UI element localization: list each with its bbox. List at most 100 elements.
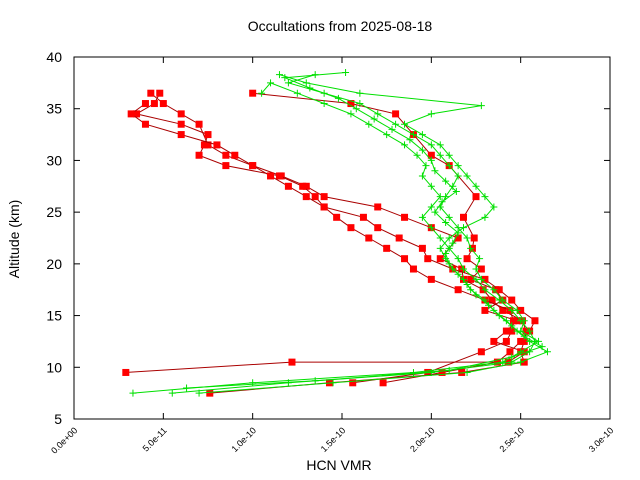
data-point-plus bbox=[526, 327, 534, 335]
data-point-square bbox=[513, 317, 521, 325]
x-axis-label: HCN VMR bbox=[306, 457, 371, 473]
y-tick-label: 40 bbox=[46, 49, 62, 65]
data-point-plus bbox=[249, 379, 257, 387]
data-point-plus bbox=[454, 229, 462, 237]
data-point-plus bbox=[129, 389, 137, 397]
x-tick-label: 2.0e-10 bbox=[408, 425, 437, 454]
data-point-plus bbox=[477, 102, 485, 110]
data-point-plus bbox=[442, 250, 450, 258]
data-point-plus bbox=[472, 265, 480, 273]
data-point-plus bbox=[472, 275, 480, 283]
data-point-plus bbox=[406, 136, 414, 144]
data-point-square bbox=[493, 358, 501, 366]
data-point-plus bbox=[427, 156, 435, 164]
x-tick-label: 5.0e-11 bbox=[141, 425, 169, 453]
data-point-plus bbox=[438, 198, 446, 206]
data-point-plus bbox=[445, 366, 453, 374]
data-point-square bbox=[204, 141, 212, 149]
data-point-square bbox=[141, 100, 149, 108]
data-point-plus bbox=[427, 110, 435, 118]
data-point-plus bbox=[418, 146, 426, 154]
data-point-square bbox=[374, 203, 382, 211]
data-point-square bbox=[517, 306, 525, 314]
data-point-square bbox=[418, 244, 426, 252]
data-point-square bbox=[133, 110, 141, 118]
data-point-square bbox=[459, 213, 467, 221]
data-point-plus bbox=[517, 317, 525, 325]
data-point-square bbox=[495, 286, 503, 294]
data-point-plus bbox=[463, 368, 471, 376]
data-point-plus bbox=[459, 224, 467, 232]
y-tick-label: 10 bbox=[46, 359, 62, 375]
data-point-plus bbox=[356, 100, 364, 108]
data-point-square bbox=[463, 255, 471, 263]
data-point-square bbox=[347, 100, 355, 108]
data-point-square bbox=[436, 255, 444, 263]
data-point-square bbox=[206, 389, 214, 397]
data-point-square bbox=[302, 193, 310, 201]
data-point-plus bbox=[436, 234, 444, 242]
data-point-square bbox=[499, 306, 507, 314]
data-point-plus bbox=[195, 389, 203, 397]
data-point-square bbox=[383, 244, 391, 252]
data-point-square bbox=[349, 379, 357, 387]
data-point-square bbox=[159, 100, 167, 108]
data-point-plus bbox=[401, 120, 409, 128]
y-tick-label: 5 bbox=[54, 411, 62, 427]
data-point-plus bbox=[352, 105, 360, 113]
data-point-plus bbox=[502, 317, 510, 325]
x-tick-label: 3.0e-10 bbox=[587, 425, 616, 454]
data-point-plus bbox=[401, 141, 409, 149]
data-point-square bbox=[477, 265, 485, 273]
data-point-plus bbox=[267, 79, 275, 87]
data-point-square bbox=[222, 151, 230, 159]
data-point-square bbox=[299, 182, 307, 190]
series-line bbox=[186, 72, 544, 389]
data-point-plus bbox=[517, 358, 525, 366]
data-point-plus bbox=[442, 218, 450, 226]
data-point-plus bbox=[418, 213, 426, 221]
data-point-plus bbox=[495, 312, 503, 320]
data-point-square bbox=[438, 368, 446, 376]
y-tick-label: 30 bbox=[46, 152, 62, 168]
data-point-plus bbox=[463, 281, 471, 289]
data-point-square bbox=[177, 110, 185, 118]
data-point-square bbox=[127, 110, 135, 118]
data-point-plus bbox=[365, 120, 373, 128]
data-point-plus bbox=[481, 286, 489, 294]
data-point-plus bbox=[418, 131, 426, 139]
data-point-square bbox=[177, 131, 185, 139]
data-point-plus bbox=[485, 301, 493, 309]
data-point-square bbox=[481, 275, 489, 283]
data-point-plus bbox=[454, 172, 462, 180]
data-point-square bbox=[520, 348, 528, 356]
data-point-plus bbox=[311, 377, 319, 385]
data-point-plus bbox=[436, 193, 444, 201]
data-point-plus bbox=[508, 322, 516, 330]
data-point-plus bbox=[490, 203, 498, 211]
data-point-square bbox=[320, 193, 328, 201]
data-point-plus bbox=[459, 265, 467, 273]
data-point-plus bbox=[370, 115, 378, 123]
data-point-plus bbox=[543, 348, 551, 356]
data-point-plus bbox=[168, 389, 176, 397]
data-point-plus bbox=[388, 125, 396, 133]
data-point-square bbox=[231, 151, 239, 159]
data-point-plus bbox=[422, 162, 430, 170]
y-tick-label: 35 bbox=[46, 101, 62, 117]
data-point-plus bbox=[392, 120, 400, 128]
data-point-plus bbox=[293, 89, 301, 97]
data-point-square bbox=[195, 120, 203, 128]
data-point-square bbox=[508, 296, 516, 304]
data-point-plus bbox=[302, 79, 310, 87]
data-point-square bbox=[122, 368, 130, 376]
data-point-plus bbox=[427, 203, 435, 211]
data-point-square bbox=[379, 379, 387, 387]
data-point-square bbox=[472, 193, 480, 201]
data-point-plus bbox=[481, 213, 489, 221]
data-point-plus bbox=[452, 187, 460, 195]
data-point-plus bbox=[472, 182, 480, 190]
chart-title: Occultations from 2025-08-18 bbox=[248, 18, 433, 34]
x-tick-label: 0.0e+00 bbox=[49, 425, 79, 455]
